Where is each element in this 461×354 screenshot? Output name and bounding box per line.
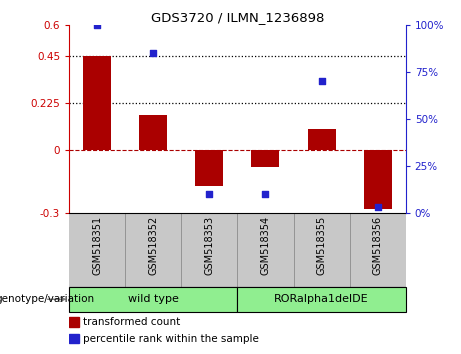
Bar bbox=[69, 317, 78, 327]
Bar bbox=[83, 56, 111, 150]
Title: GDS3720 / ILMN_1236898: GDS3720 / ILMN_1236898 bbox=[151, 11, 324, 24]
Text: transformed count: transformed count bbox=[83, 317, 181, 327]
Point bbox=[206, 191, 213, 197]
Point bbox=[94, 22, 101, 28]
Bar bbox=[195, 150, 224, 185]
FancyBboxPatch shape bbox=[237, 286, 406, 312]
Text: GSM518353: GSM518353 bbox=[204, 216, 214, 275]
Text: wild type: wild type bbox=[128, 294, 179, 304]
Text: percentile rank within the sample: percentile rank within the sample bbox=[83, 333, 259, 343]
Bar bbox=[139, 115, 167, 150]
Bar bbox=[307, 129, 336, 150]
Text: GSM518351: GSM518351 bbox=[92, 216, 102, 275]
Bar bbox=[251, 150, 279, 167]
Bar bbox=[69, 334, 78, 343]
Point bbox=[149, 50, 157, 56]
Text: GSM518352: GSM518352 bbox=[148, 216, 158, 275]
Bar bbox=[364, 150, 392, 209]
Text: GSM518354: GSM518354 bbox=[260, 216, 271, 275]
Text: genotype/variation: genotype/variation bbox=[0, 294, 94, 304]
Text: RORalpha1delDE: RORalpha1delDE bbox=[274, 294, 369, 304]
Point bbox=[262, 191, 269, 197]
Point bbox=[374, 204, 381, 210]
Text: GSM518355: GSM518355 bbox=[317, 216, 326, 275]
FancyBboxPatch shape bbox=[69, 286, 237, 312]
Text: GSM518356: GSM518356 bbox=[372, 216, 383, 275]
Point bbox=[318, 78, 325, 84]
